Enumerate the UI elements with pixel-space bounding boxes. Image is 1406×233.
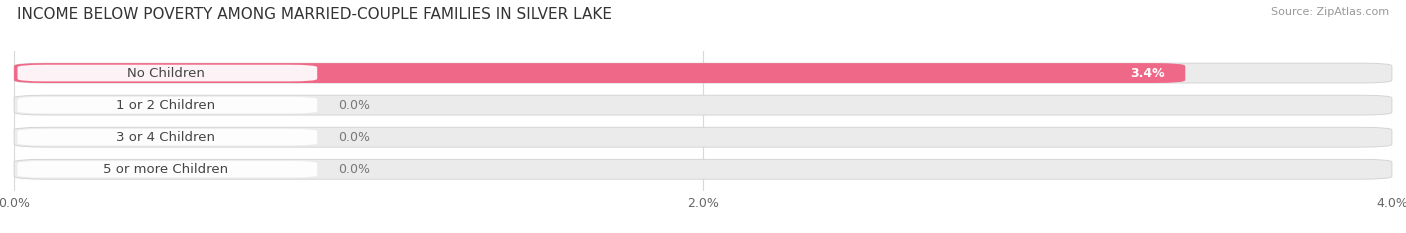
Text: 0.0%: 0.0% [337, 131, 370, 144]
Text: 0.0%: 0.0% [337, 99, 370, 112]
FancyBboxPatch shape [17, 129, 318, 146]
FancyBboxPatch shape [17, 97, 318, 113]
FancyBboxPatch shape [14, 63, 1185, 83]
Text: No Children: No Children [127, 67, 204, 79]
FancyBboxPatch shape [14, 127, 1392, 147]
FancyBboxPatch shape [14, 63, 1392, 83]
FancyBboxPatch shape [14, 159, 1392, 179]
Text: INCOME BELOW POVERTY AMONG MARRIED-COUPLE FAMILIES IN SILVER LAKE: INCOME BELOW POVERTY AMONG MARRIED-COUPL… [17, 7, 612, 22]
Text: Source: ZipAtlas.com: Source: ZipAtlas.com [1271, 7, 1389, 17]
FancyBboxPatch shape [14, 95, 1392, 115]
Text: 1 or 2 Children: 1 or 2 Children [117, 99, 215, 112]
Text: 3.4%: 3.4% [1130, 67, 1164, 79]
Text: 5 or more Children: 5 or more Children [103, 163, 228, 176]
Text: 3 or 4 Children: 3 or 4 Children [117, 131, 215, 144]
FancyBboxPatch shape [17, 65, 318, 81]
FancyBboxPatch shape [17, 161, 318, 178]
Text: 0.0%: 0.0% [337, 163, 370, 176]
